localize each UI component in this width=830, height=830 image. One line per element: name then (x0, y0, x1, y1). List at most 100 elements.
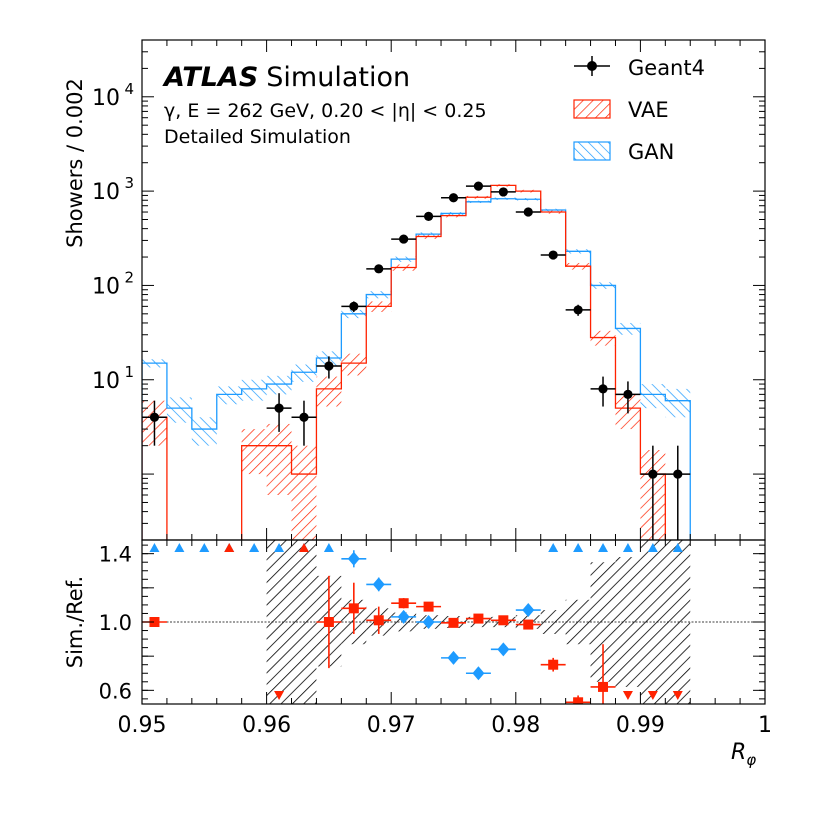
vae-arrow-down (622, 691, 633, 700)
vae-ratio-marker (323, 617, 334, 627)
geant4-point (448, 193, 459, 203)
vae-ratio-marker (149, 617, 160, 627)
geant4-point (473, 181, 484, 191)
gan-arrow-up (622, 543, 633, 552)
vae-band-bin (316, 376, 342, 407)
x-tick-label: 0.96 (242, 713, 291, 738)
atlas-label-rest: Simulation (266, 62, 410, 93)
x-tick-label: 0.95 (118, 713, 167, 738)
vae-ratio-marker (498, 615, 509, 626)
x-tick-label: 0.98 (491, 713, 540, 738)
gan-ratio-marker (422, 615, 435, 629)
main-y-tick-label: 10 (92, 180, 120, 205)
legend-label-geant4: Geant4 (628, 56, 705, 80)
gan-arrow-up (598, 543, 609, 552)
geant4-point (374, 264, 384, 274)
x-tick-label: 1 (758, 713, 772, 738)
gan-ratio-marker (372, 577, 385, 592)
vae-step-line (142, 184, 666, 540)
vae-ratio-marker (573, 697, 584, 704)
geant4-point (149, 412, 160, 422)
gan-band-bin (291, 364, 317, 382)
gan-ratio-marker (497, 642, 510, 657)
gan-arrow-up (323, 543, 334, 552)
gan-band-bin (191, 417, 217, 446)
vae-ratio-marker (523, 619, 534, 630)
gan-band-bin (241, 379, 267, 401)
vae-arrow-up (224, 543, 235, 552)
gan-arrow-up (199, 543, 210, 552)
vae-ratio-marker (598, 681, 609, 692)
geant4-point (523, 207, 533, 217)
ratio-axis-ticks: 0.6 1.0 1.4 0.95 0.96 0.97 0.98 0.99 1 (99, 540, 772, 738)
info-line-2: Detailed Simulation (164, 126, 351, 148)
legend-vae-swatch (573, 99, 611, 119)
ratio-out-of-range-arrows (149, 543, 683, 700)
gan-ratio-marker (522, 603, 535, 618)
geant4-point (598, 384, 608, 394)
gan-band-bin (640, 384, 666, 409)
gan-band-bin (665, 388, 691, 418)
geant4-point (423, 211, 434, 221)
gan-arrow-up (672, 543, 683, 552)
legend: Geant4 VAE GAN (573, 56, 705, 164)
vae-ratio-marker (398, 598, 409, 609)
geant4-point (324, 361, 334, 371)
atlas-label: ATLAS Simulation (162, 62, 410, 93)
vae-arrow-down (274, 691, 285, 700)
main-y-tick-exponent: 3 (124, 174, 134, 192)
vae-ratio-marker (373, 615, 384, 626)
vae-ratio-marker (473, 613, 484, 624)
x-tick-label: 0.99 (616, 713, 665, 738)
gan-ratio-marker (347, 551, 360, 566)
gan-arrow-up (548, 543, 559, 552)
main-y-tick-exponent: 2 (124, 268, 134, 286)
gan-band-bin (166, 397, 192, 423)
ratio-y-tick-label: 1.0 (99, 611, 132, 635)
geant4-point (349, 301, 359, 311)
ratio-y-tick-label: 0.6 (99, 679, 132, 703)
legend-geant4-marker (574, 56, 610, 76)
main-y-tick-exponent: 1 (124, 363, 134, 381)
info-line-1: γ, E = 262 GeV, 0.20 < |η| < 0.25 (164, 100, 487, 122)
main-y-tick-exponent: 4 (124, 80, 134, 98)
gan-arrow-up (573, 543, 584, 552)
ratio-points (142, 550, 616, 704)
gan-ratio-marker (472, 666, 485, 681)
gan-arrow-up (647, 543, 658, 552)
geant4-point (548, 250, 558, 260)
vae-ratio-marker (548, 659, 559, 670)
x-axis-title-base: R (731, 740, 746, 765)
vae-band-bin (266, 423, 292, 495)
geant4-points (142, 181, 691, 540)
gan-ratio-marker (397, 609, 410, 624)
geant4-point (573, 305, 583, 315)
gan-arrow-up (249, 543, 260, 552)
gan-arrow-up (274, 543, 285, 552)
vae-band-bin (291, 445, 317, 540)
geant4-point (274, 403, 284, 413)
geant4-point (648, 469, 658, 479)
main-y-tick-label: 10 (92, 274, 120, 299)
gan-band-bin (266, 375, 292, 395)
geant4-point (498, 187, 508, 197)
ratio-panel-frame (141, 539, 766, 705)
x-axis-title-sub: φ (746, 751, 756, 769)
gan-ratio-marker (447, 650, 460, 665)
vae-arrow-down (672, 691, 683, 700)
gan-arrow-up (149, 543, 160, 552)
vae-band-bin (590, 330, 616, 346)
x-tick-label: 0.97 (367, 713, 416, 738)
main-y-tick-label: 10 (92, 86, 120, 111)
vae-ratio-marker (348, 603, 359, 614)
legend-label-vae: VAE (628, 98, 669, 122)
gan-arrow-up (174, 543, 185, 552)
vae-band-bin (241, 429, 267, 475)
vae-arrow-up (298, 543, 309, 552)
main-step-histograms (142, 184, 691, 540)
x-axis-title: Rφ (731, 740, 756, 769)
vae-ratio-marker (448, 617, 459, 628)
gan-band-bin (216, 386, 242, 405)
main-y-tick-label: 10 (92, 369, 120, 394)
